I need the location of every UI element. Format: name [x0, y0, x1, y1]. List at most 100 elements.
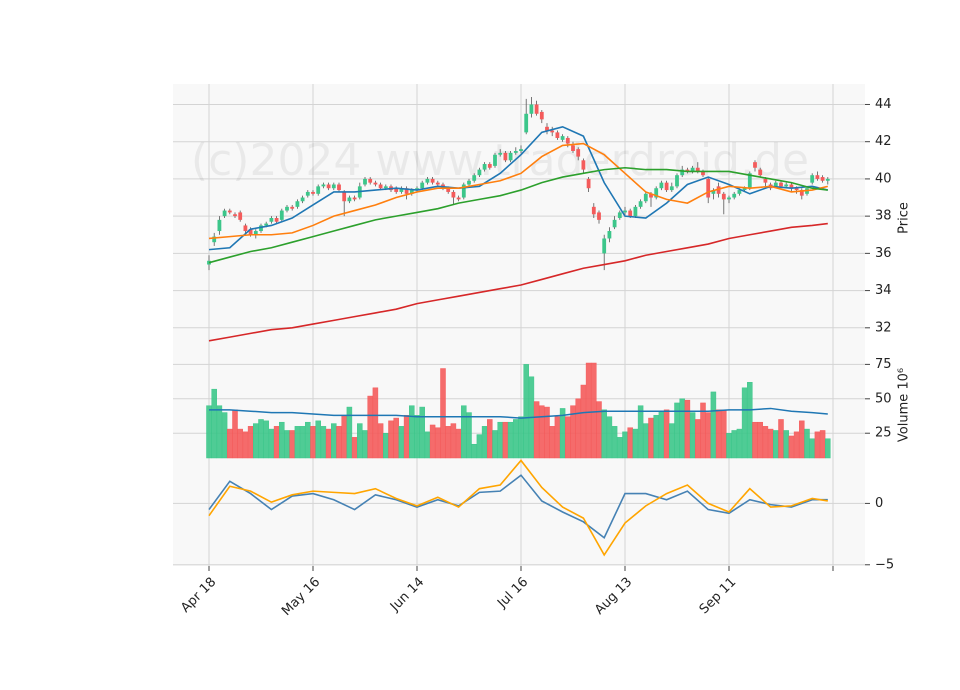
- candle-body: [685, 169, 690, 172]
- volume-bar: [554, 416, 561, 459]
- x-tick-label: Jul 16: [494, 575, 531, 612]
- candle-body: [238, 212, 243, 220]
- volume-bar: [819, 430, 826, 459]
- volume-bar: [362, 430, 368, 459]
- candle-body: [643, 193, 648, 202]
- volume-bar: [305, 421, 311, 459]
- volume-bar: [310, 426, 316, 459]
- volume-bar: [284, 430, 290, 459]
- candle-body: [753, 162, 757, 168]
- candle-body: [701, 171, 705, 176]
- candle-body: [363, 178, 367, 185]
- indicator-line: [208, 459, 828, 557]
- candle-body: [493, 154, 497, 166]
- volume-bar: [383, 432, 389, 459]
- volume-bar: [518, 416, 524, 459]
- volume-bar: [357, 423, 363, 459]
- volume-bar: [643, 423, 649, 459]
- candle-body: [404, 188, 409, 194]
- candle-body: [498, 152, 503, 155]
- candle-body: [659, 182, 664, 189]
- x-tick-label: Apr 18: [178, 575, 219, 616]
- candle-body: [529, 104, 534, 114]
- y-tick-label: 42: [875, 134, 892, 149]
- candle-body: [409, 190, 414, 194]
- candle-body: [612, 219, 617, 228]
- volume-bar: [513, 419, 519, 459]
- volume-bar: [695, 419, 701, 459]
- candle-body: [649, 193, 653, 198]
- volume-bar: [455, 428, 462, 459]
- volume-bar: [757, 421, 763, 459]
- volume-bar: [523, 364, 529, 459]
- candle-body: [617, 212, 622, 218]
- volume-bar: [258, 419, 264, 459]
- candle-body: [789, 184, 794, 189]
- volume-bar: [440, 368, 446, 459]
- candle-body: [545, 126, 549, 131]
- x-tick-label: Aug 13: [592, 575, 635, 618]
- moving-average-line: [208, 142, 828, 240]
- volume-bar: [721, 409, 727, 459]
- volume-bar: [726, 432, 732, 459]
- candle-body: [779, 182, 783, 187]
- volume-bar: [752, 421, 758, 459]
- candle-body: [602, 238, 607, 254]
- candle-body: [763, 178, 768, 183]
- candle-body: [597, 212, 601, 220]
- volume-bar: [825, 438, 831, 459]
- candle-body: [243, 225, 248, 232]
- volume-bar: [580, 384, 587, 459]
- volume-bar: [367, 395, 373, 459]
- volume-bar: [268, 428, 275, 459]
- y-tick-label: 0: [875, 496, 883, 511]
- volume-bar: [242, 431, 249, 459]
- volume-bar: [575, 398, 581, 459]
- volume-bar: [299, 426, 306, 459]
- candle-body: [342, 191, 347, 202]
- candle-body: [815, 175, 820, 179]
- candle-body: [669, 186, 674, 191]
- volume-bar: [466, 412, 472, 459]
- candle-body: [576, 149, 581, 157]
- volume-bar: [705, 412, 711, 459]
- candle-body: [217, 219, 222, 232]
- volume-bar: [206, 405, 212, 459]
- candle-body: [820, 177, 825, 181]
- candle-body: [305, 191, 310, 196]
- candle-body: [675, 175, 679, 187]
- volume-bar: [232, 409, 238, 459]
- volume-bar: [320, 426, 327, 459]
- y-tick-label: 40: [875, 171, 892, 186]
- volume-bar: [533, 401, 540, 459]
- candle-body: [326, 184, 331, 189]
- candle-body: [737, 190, 742, 194]
- candle-body: [591, 206, 596, 215]
- candle-body: [253, 231, 258, 235]
- x-tick-label: May 16: [279, 575, 323, 619]
- volume-bar: [773, 430, 779, 459]
- y-tick-label: 25: [875, 426, 892, 441]
- candle-body: [477, 169, 482, 176]
- candle-body: [435, 182, 440, 185]
- volume-bar: [294, 426, 301, 459]
- candle-body: [394, 188, 399, 192]
- candle-body: [368, 178, 373, 183]
- volume-bar: [273, 426, 280, 459]
- volume-bar: [497, 421, 503, 459]
- y-tick-label: 44: [875, 97, 892, 112]
- candle-body: [274, 218, 279, 222]
- candle-body: [747, 173, 752, 189]
- candle-body: [638, 201, 643, 207]
- volume-bar: [669, 423, 675, 459]
- x-tick-label: Jun 14: [387, 575, 427, 615]
- volume-bar: [414, 415, 420, 459]
- candle-body: [524, 113, 529, 133]
- candle-body: [321, 184, 326, 187]
- volume-bar: [663, 409, 670, 459]
- volume-bar: [767, 428, 774, 459]
- candle-body: [300, 197, 305, 202]
- volume-bar: [799, 420, 805, 459]
- candle-body: [269, 218, 274, 222]
